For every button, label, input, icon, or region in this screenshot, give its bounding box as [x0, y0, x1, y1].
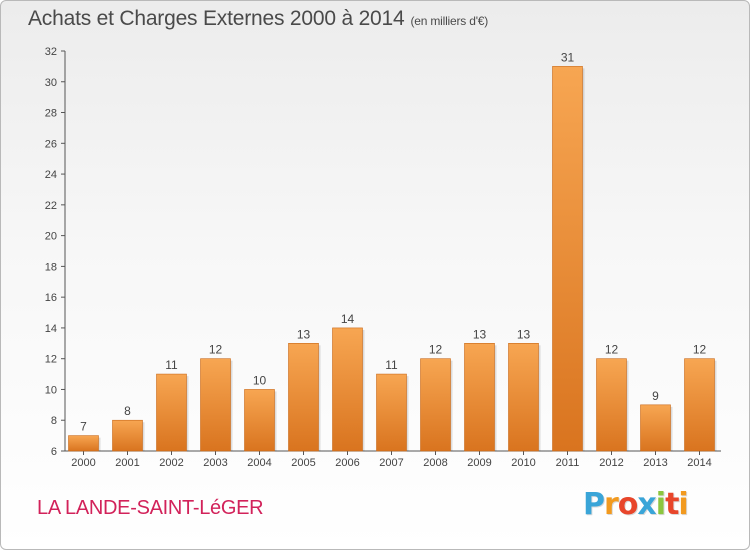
- x-tick-label: 2000: [71, 457, 95, 469]
- y-tick-label: 32: [45, 46, 57, 58]
- x-tick-label: 2013: [643, 457, 667, 469]
- bar-value-label: 13: [297, 327, 311, 341]
- x-tick-label: 2009: [467, 457, 491, 469]
- bar-value-label: 31: [561, 50, 575, 64]
- y-tick-label: 8: [51, 415, 57, 427]
- bar-value-label: 11: [165, 358, 178, 372]
- bar-value-label: 9: [652, 389, 659, 403]
- y-tick-label: 20: [45, 231, 57, 243]
- bar-value-label: 13: [517, 327, 531, 341]
- bar-value-label: 7: [80, 420, 87, 434]
- chart-title: Achats et Charges Externes 2000 à 2014 (e…: [28, 7, 488, 31]
- logo-letter: o: [617, 487, 639, 522]
- y-tick-label: 18: [45, 261, 57, 273]
- bars: [68, 66, 717, 452]
- bar: [244, 389, 275, 452]
- commune-name: LA LANDE-SAINT-LéGER: [37, 497, 264, 519]
- logo-letter: t: [665, 487, 679, 522]
- bar: [552, 66, 583, 452]
- bar: [288, 343, 319, 452]
- bar-value-label: 8: [124, 404, 131, 418]
- x-tick-label: 2002: [159, 457, 183, 469]
- y-tick-label: 14: [45, 323, 57, 335]
- y-tick-label: 24: [45, 169, 57, 181]
- chart-subtitle: (en milliers d'€): [410, 14, 489, 28]
- bar-value-label: 14: [341, 312, 355, 326]
- x-tick-label: 2005: [291, 457, 315, 469]
- x-tick-label: 2006: [335, 457, 359, 469]
- x-tick-label: 2014: [687, 457, 711, 469]
- x-tick-label: 2004: [247, 457, 271, 469]
- bar: [156, 373, 187, 452]
- bar-value-label: 10: [253, 373, 267, 387]
- bar: [332, 327, 363, 452]
- y-tick-label: 12: [45, 354, 57, 366]
- y-tick-label: 28: [45, 108, 57, 120]
- y-tick-label: 10: [45, 384, 57, 396]
- logo-letter: i: [655, 487, 666, 522]
- bar-value-label: 12: [209, 343, 223, 357]
- title-text: Achats et Charges Externes 2000 à 2014: [28, 7, 405, 30]
- bar-value-label: 12: [429, 343, 443, 357]
- logo-letter: P: [583, 487, 605, 522]
- bar: [596, 358, 627, 452]
- y-tick-label: 26: [45, 138, 57, 150]
- x-tick-label: 2007: [379, 457, 403, 469]
- bar: [464, 343, 495, 452]
- bar: [200, 358, 231, 452]
- logo-letter: x: [637, 487, 656, 522]
- bar: [640, 404, 671, 452]
- y-tick-label: 22: [45, 200, 57, 212]
- bar: [508, 343, 539, 452]
- bar: [376, 373, 407, 452]
- logo-letter: i: [678, 487, 688, 522]
- x-tick-label: 2003: [203, 457, 227, 469]
- x-tick-label: 2012: [599, 457, 623, 469]
- bar: [112, 419, 143, 452]
- x-tick-label: 2010: [511, 457, 535, 469]
- x-tick-label: 2001: [115, 457, 139, 469]
- data-labels: 7 8 11 12 10 13 14 11 12 13 13 31 12 9 12: [80, 50, 706, 433]
- proxiti-logo: Proxiti: [583, 487, 689, 522]
- bar: [68, 435, 99, 452]
- y-tick-label: 30: [45, 77, 57, 89]
- x-tick-label: 2008: [423, 457, 447, 469]
- y-tick-label: 6: [51, 446, 57, 458]
- x-tick-label: 2011: [556, 457, 580, 469]
- bar-value-label: 13: [473, 327, 487, 341]
- bar: [684, 358, 715, 452]
- bar-value-label: 12: [605, 343, 619, 357]
- y-tick-label: 16: [45, 292, 57, 304]
- bar-value-label: 12: [693, 343, 707, 357]
- bar: [420, 358, 451, 452]
- bar-value-label: 11: [385, 358, 398, 372]
- logo-letter: r: [604, 487, 619, 522]
